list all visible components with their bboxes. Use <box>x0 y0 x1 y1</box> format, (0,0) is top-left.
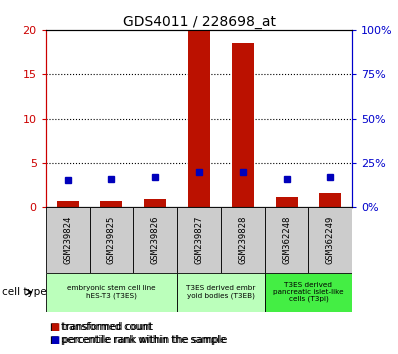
Text: GSM239826: GSM239826 <box>151 216 160 264</box>
Text: GSM239825: GSM239825 <box>107 216 116 264</box>
Bar <box>144 199 166 207</box>
Bar <box>232 44 254 207</box>
Bar <box>177 273 265 312</box>
Bar <box>46 273 177 312</box>
Text: GSM362249: GSM362249 <box>326 216 335 264</box>
Bar <box>177 207 221 273</box>
Text: ■: ■ <box>50 335 59 345</box>
Bar <box>101 201 123 207</box>
Text: GSM239824: GSM239824 <box>63 216 72 264</box>
Bar <box>308 207 352 273</box>
Text: GSM239827: GSM239827 <box>195 216 203 264</box>
Text: ■ percentile rank within the sample: ■ percentile rank within the sample <box>50 335 227 345</box>
Text: ■ transformed count: ■ transformed count <box>50 322 153 332</box>
Text: GSM239828: GSM239828 <box>238 216 247 264</box>
Text: T3ES derived embr
yoid bodies (T3EB): T3ES derived embr yoid bodies (T3EB) <box>186 285 256 299</box>
Bar <box>265 273 352 312</box>
Text: ■: ■ <box>50 322 59 332</box>
Bar <box>276 198 298 207</box>
Bar <box>133 207 177 273</box>
Bar <box>320 193 341 207</box>
Text: transformed count: transformed count <box>61 322 152 332</box>
Text: GSM362248: GSM362248 <box>282 216 291 264</box>
Text: T3ES derived
pancreatic islet-like
cells (T3pi): T3ES derived pancreatic islet-like cells… <box>273 282 344 302</box>
Text: percentile rank within the sample: percentile rank within the sample <box>61 335 226 345</box>
Title: GDS4011 / 228698_at: GDS4011 / 228698_at <box>123 15 275 29</box>
Bar <box>188 30 210 207</box>
Bar <box>265 207 308 273</box>
Text: embryonic stem cell line
hES-T3 (T3ES): embryonic stem cell line hES-T3 (T3ES) <box>67 285 156 299</box>
Bar <box>46 207 90 273</box>
Text: cell type: cell type <box>2 287 47 297</box>
Bar <box>221 207 265 273</box>
Bar <box>57 201 79 207</box>
Bar <box>90 207 133 273</box>
